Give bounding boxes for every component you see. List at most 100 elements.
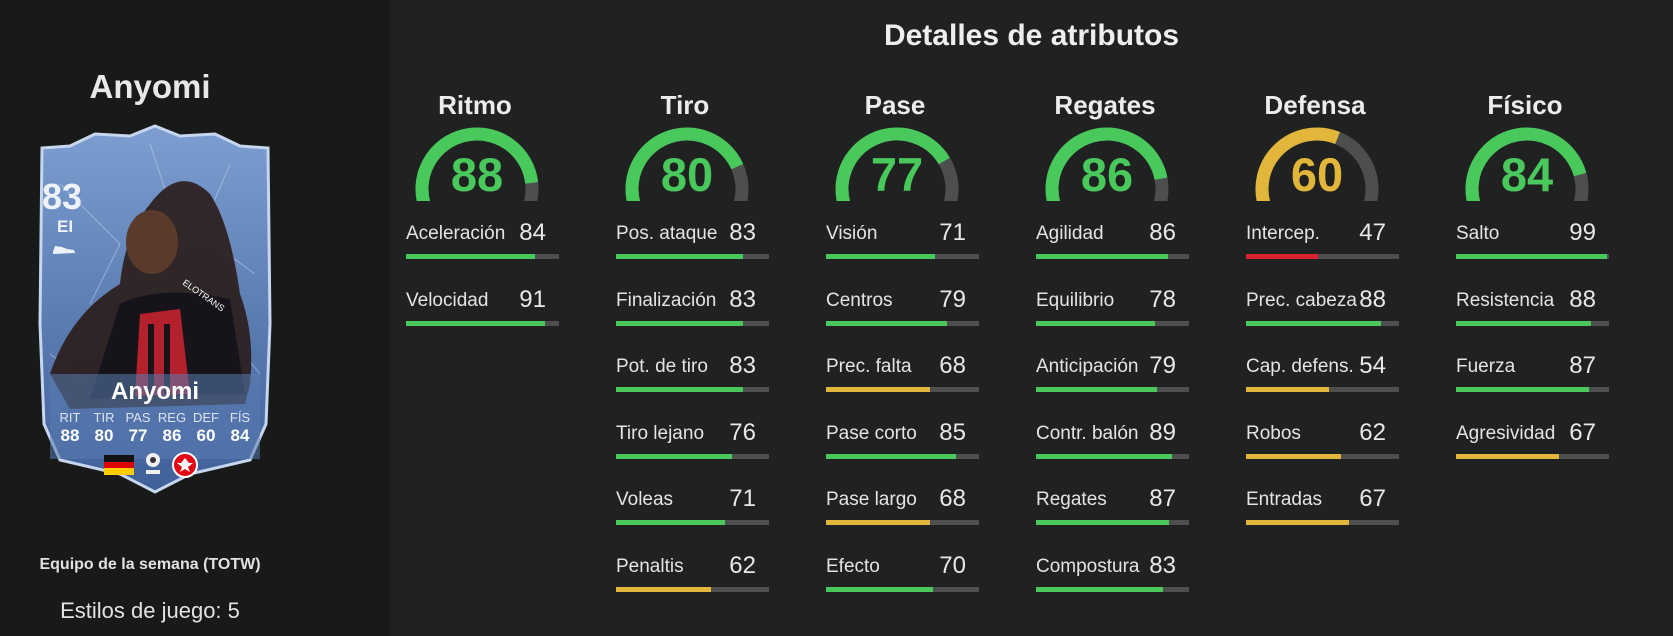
attribute-bar — [1456, 320, 1609, 326]
attribute-label: Pos. ataque — [616, 223, 718, 244]
attribute-bar-fill — [1456, 387, 1590, 392]
attribute-bar — [616, 254, 769, 259]
attribute-row[interactable]: Penaltis 62 — [600, 552, 770, 623]
attribute-row[interactable]: Salto 99 — [1440, 219, 1610, 290]
attributes-panel — [390, 0, 1673, 636]
attribute-label: Prec. cabeza — [1246, 289, 1357, 311]
attribute-label: Equilibrio — [1036, 289, 1115, 311]
attribute-row[interactable]: Efecto 70 — [810, 552, 980, 623]
attribute-value: 47 — [1359, 219, 1386, 246]
attribute-bar-fill — [616, 453, 733, 459]
attribute-row[interactable]: Compostura 83 — [1020, 552, 1190, 623]
card-stat: REG 86 — [157, 410, 187, 446]
attribute-label: Regates — [1036, 489, 1107, 510]
category-regates: Regates 86 Agilidad 86 Equilibrio 78 Anticipac… — [1020, 90, 1190, 622]
attribute-row[interactable]: Robos 62 — [1230, 419, 1400, 490]
card-background: ELOTRANS — [38, 124, 272, 494]
attribute-row[interactable]: Resistencia 88 — [1440, 286, 1610, 357]
player-name-heading: Anyomi — [89, 68, 211, 105]
attribute-bar-fill — [826, 254, 935, 259]
attribute-row[interactable]: Intercep. 47 — [1230, 219, 1400, 290]
section-title: Detalles de atributos — [883, 19, 1180, 52]
attribute-label: Entradas — [1246, 489, 1323, 510]
attribute-label: Penaltis — [616, 555, 684, 577]
attribute-row[interactable]: Pase largo 68 — [810, 485, 980, 556]
attribute-row[interactable]: Finalización 83 — [600, 286, 770, 357]
attribute-bar-fill — [616, 320, 743, 326]
attribute-label: Pase largo — [826, 489, 917, 510]
attribute-list: Pos. ataque 83 Finalización 83 Pot. de tiro 8… — [600, 219, 770, 623]
attribute-value: 71 — [939, 219, 966, 246]
attribute-bar-fill — [1246, 254, 1318, 259]
category-físico: Físico 84 Salto 99 Resistencia 88 Fuerza 87 Agre… — [1440, 90, 1610, 489]
boot-icon — [53, 246, 75, 254]
attribute-label: Centros — [826, 289, 893, 311]
attribute-bar — [1246, 387, 1399, 392]
attribute-bar-fill — [826, 387, 931, 392]
league-logo-icon — [146, 453, 160, 474]
attribute-bar — [1036, 520, 1189, 525]
attribute-list: Agilidad 86 Equilibrio 78 Anticipación 79 Cont… — [1020, 219, 1190, 623]
attribute-row[interactable]: Centros 79 — [810, 286, 980, 357]
attribute-row[interactable]: Pos. ataque 83 — [600, 219, 770, 290]
attribute-label: Fuerza — [1456, 356, 1516, 377]
category-gauge: 77 — [832, 123, 962, 201]
attribute-bar — [616, 453, 769, 459]
attribute-row[interactable]: Velocidad 91 — [390, 286, 560, 357]
attribute-row[interactable]: Regates 87 — [1020, 485, 1190, 556]
attribute-bar-fill — [1036, 254, 1168, 259]
attribute-bar — [1456, 254, 1609, 259]
attribute-row[interactable]: Equilibrio 78 — [1020, 286, 1190, 357]
attribute-label: Velocidad — [406, 289, 489, 311]
attribute-bar-fill — [1036, 320, 1156, 326]
card-stat-label: REG — [157, 410, 187, 425]
attribute-label: Agilidad — [1036, 223, 1104, 244]
attribute-row[interactable]: Anticipación 79 — [1020, 352, 1190, 423]
attribute-value: 79 — [1149, 352, 1176, 379]
card-stat-value: 60 — [196, 426, 216, 445]
attribute-label: Robos — [1246, 422, 1301, 444]
attribute-bar — [826, 320, 979, 326]
attribute-row[interactable]: Pase corto 85 — [810, 419, 980, 490]
attribute-value: 71 — [729, 485, 756, 512]
category-name: Ritmo — [438, 90, 512, 120]
category-gauge: 60 — [1252, 123, 1382, 201]
attribute-value: 87 — [1569, 352, 1596, 379]
attribute-bar-fill — [1456, 453, 1559, 459]
category-name: Tiro — [660, 90, 710, 120]
attribute-row[interactable]: Entradas 67 — [1230, 485, 1400, 556]
card-stat-label: TIR — [93, 410, 115, 425]
category-name: Regates — [1054, 90, 1156, 120]
attribute-bar — [616, 387, 769, 392]
attribute-row[interactable]: Pot. de tiro 83 — [600, 352, 770, 423]
attribute-row[interactable]: Visión 71 — [810, 219, 980, 290]
category-tiro: Tiro 80 Pos. ataque 83 Finalización 83 Pot. de… — [600, 90, 770, 622]
attribute-bar — [1036, 320, 1189, 326]
attribute-bar — [1036, 254, 1189, 259]
card-rating: 83 — [42, 176, 83, 217]
playstyles-count[interactable]: Estilos de juego: 5 — [60, 598, 240, 623]
category-gauge: 88 — [412, 123, 542, 201]
attribute-row[interactable]: Voleas 71 — [600, 485, 770, 556]
card-stat: FÍS 84 — [225, 410, 255, 446]
attribute-value: 70 — [939, 551, 966, 579]
attribute-row[interactable]: Fuerza 87 — [1440, 352, 1610, 423]
card-stat-label: DEF — [193, 410, 219, 425]
attribute-row[interactable]: Agilidad 86 — [1020, 219, 1190, 290]
attribute-row[interactable]: Prec. cabeza 88 — [1230, 286, 1400, 357]
attribute-row[interactable]: Contr. balón 89 — [1020, 419, 1190, 490]
attribute-row[interactable]: Agresividad 67 — [1440, 419, 1610, 490]
attribute-bar — [826, 520, 979, 525]
card-stats: RIT 88 TIR 80 PAS 77 REG 86 DEF 60 FÍS 84 — [55, 410, 255, 446]
attribute-row[interactable]: Tiro lejano 76 — [600, 419, 770, 490]
attribute-row[interactable]: Cap. defens. 54 — [1230, 352, 1400, 423]
attribute-value: 91 — [519, 285, 546, 313]
attribute-bar — [616, 586, 769, 592]
attribute-value: 83 — [729, 219, 756, 246]
attribute-row[interactable]: Prec. falta 68 — [810, 352, 980, 423]
attribute-list: Visión 71 Centros 79 Prec. falta 68 Pase corto… — [810, 219, 980, 623]
attribute-row[interactable]: Aceleración 84 — [390, 219, 560, 290]
player-card[interactable]: ELOTRANS — [30, 124, 280, 494]
category-value: 86 — [1080, 148, 1134, 201]
card-stat: PAS 77 — [123, 410, 153, 446]
